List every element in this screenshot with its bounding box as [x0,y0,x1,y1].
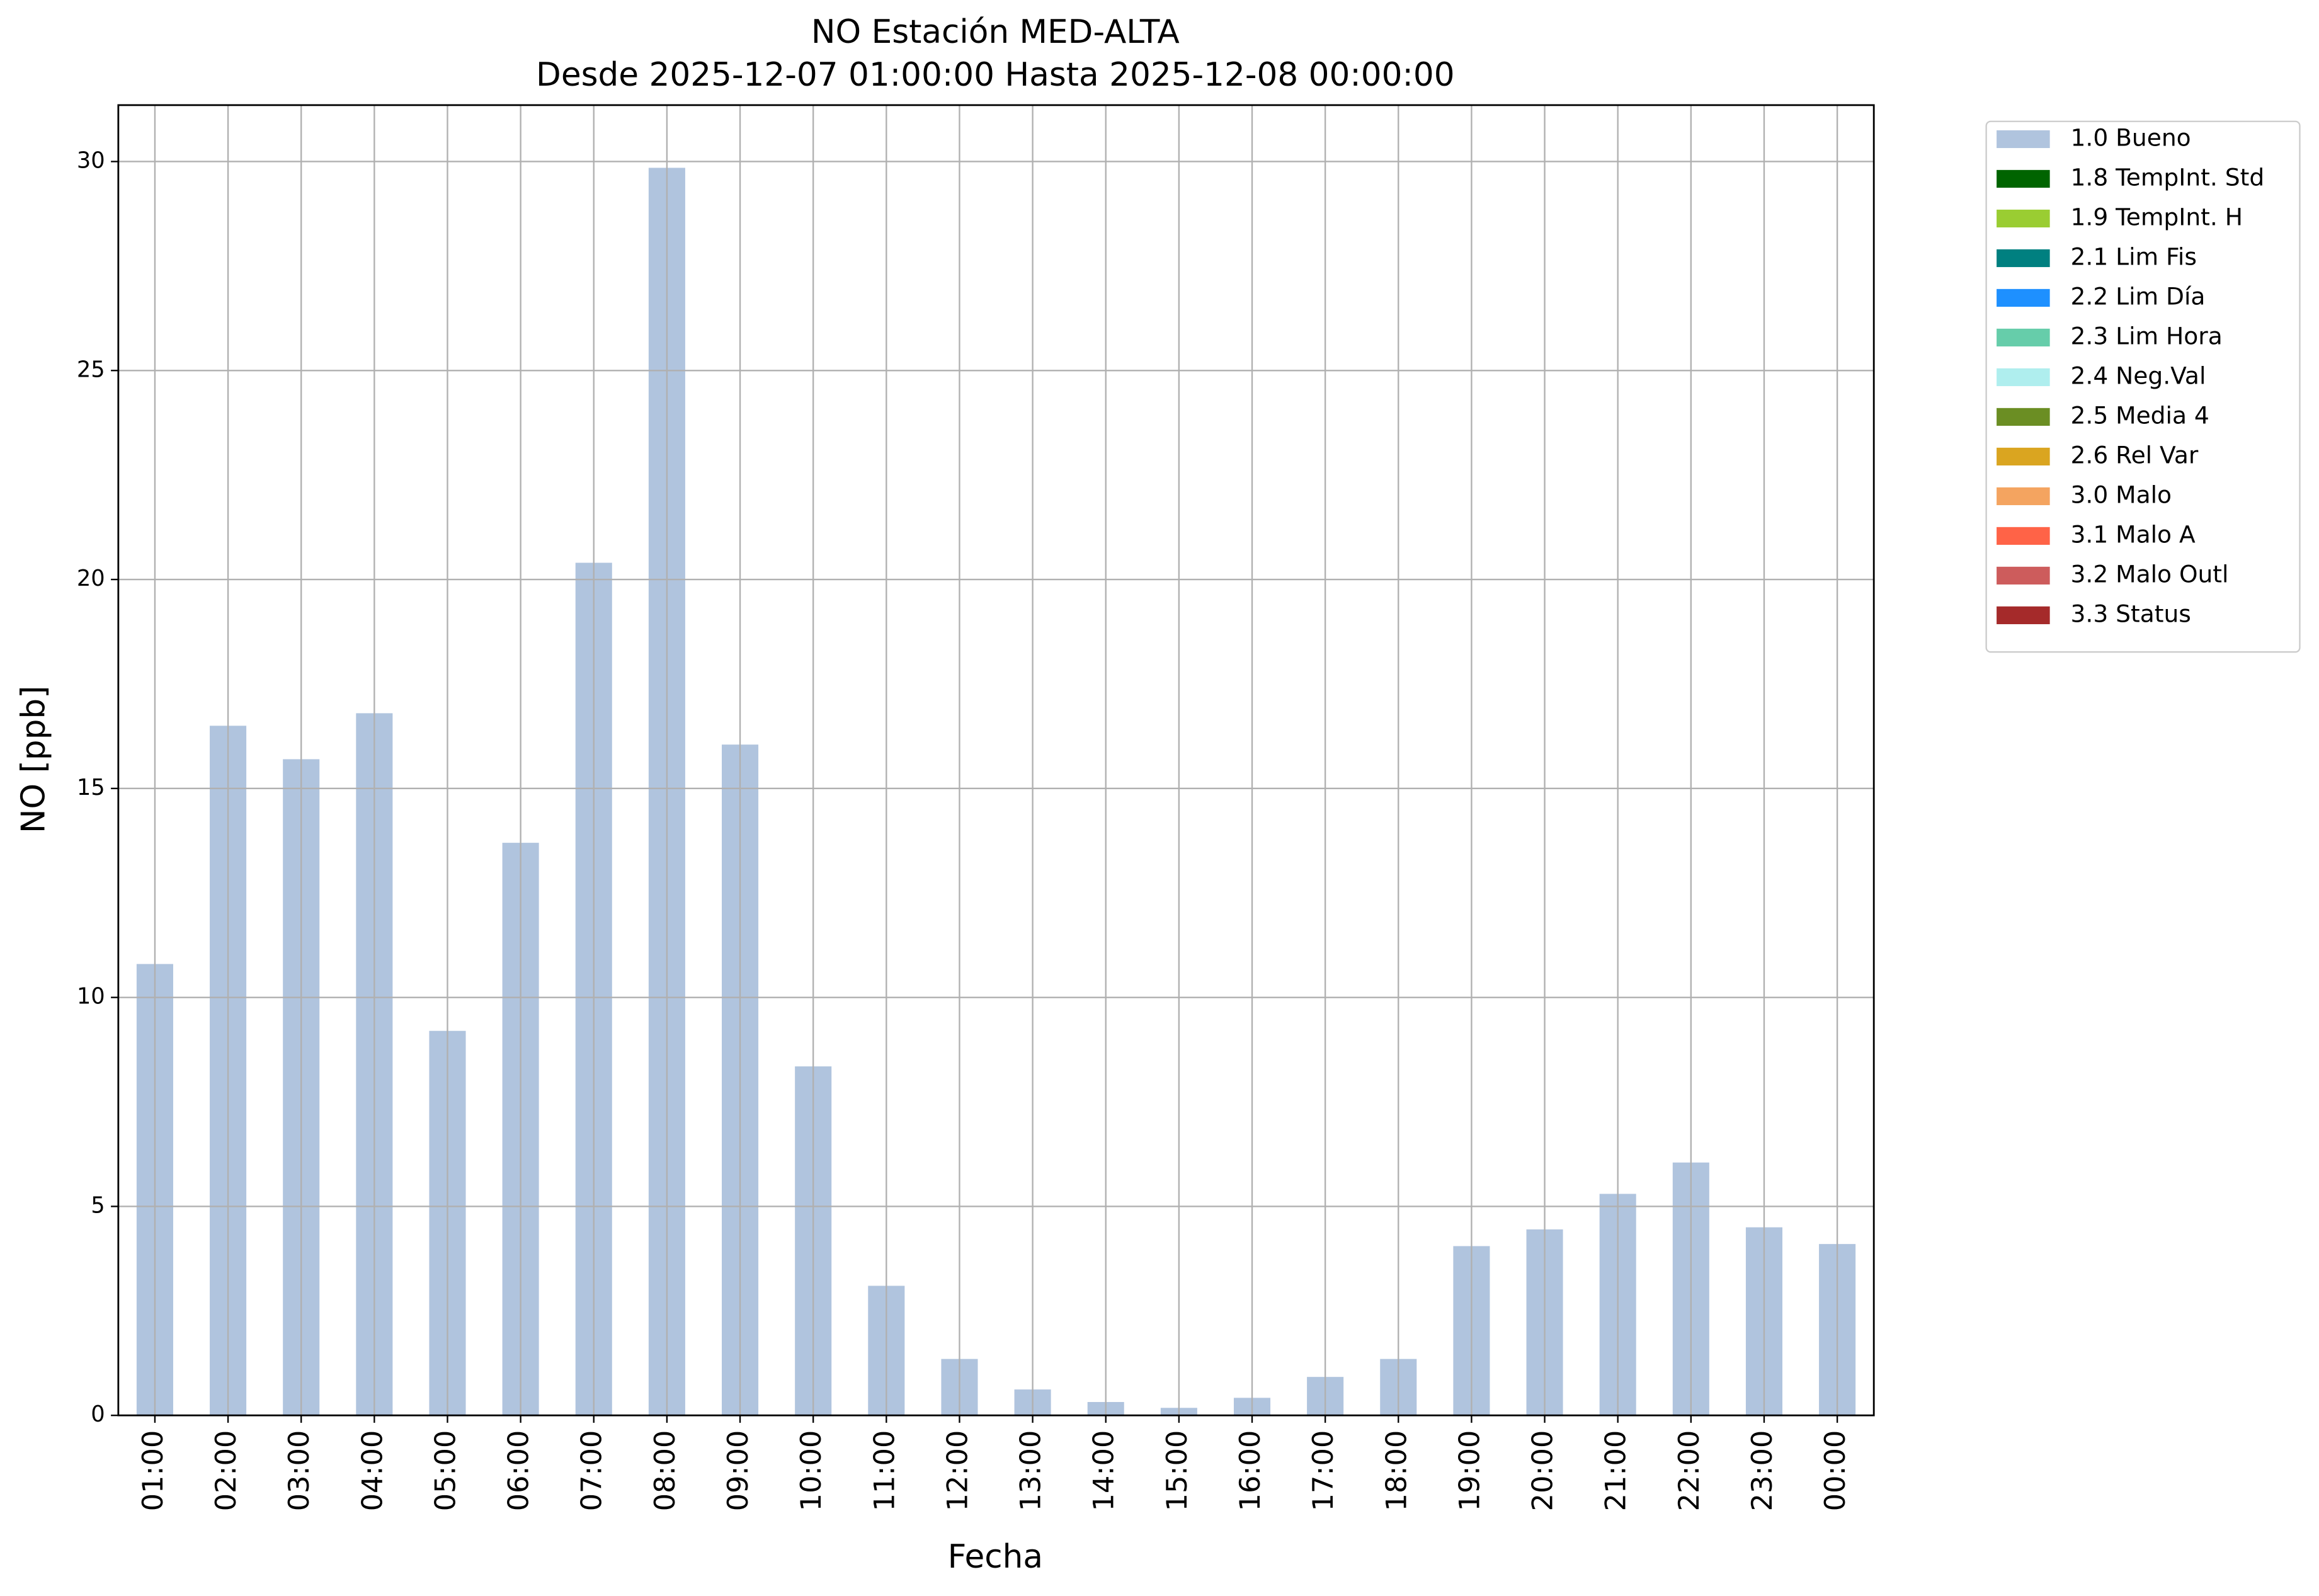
legend-label: 2.5 Media 4 [2071,401,2209,429]
y-tick-label: 0 [91,1401,105,1427]
x-tick-label: 07:00 [576,1430,608,1512]
x-tick-label: 21:00 [1600,1430,1632,1512]
legend-label: 3.1 Malo A [2071,520,2196,548]
x-tick-label: 17:00 [1307,1430,1340,1512]
x-tick-label: 05:00 [429,1430,462,1512]
chart-title: NO Estación MED-ALTA [811,13,1180,51]
legend-label: 2.4 Neg.Val [2071,362,2206,389]
y-tick-label: 20 [77,566,105,591]
x-tick-label: 15:00 [1161,1430,1194,1512]
plot-frame [117,104,1875,1416]
legend-swatch [1997,328,2050,347]
x-tick-label: 19:00 [1453,1430,1486,1512]
x-tick-label: 01:00 [137,1430,169,1512]
legend-swatch [1997,288,2050,307]
legend-label: 1.0 Bueno [2071,123,2191,151]
y-axis-label: NO [ppb] [14,686,52,834]
legend-swatch [1997,447,2050,466]
x-tick-label: 13:00 [1015,1430,1047,1512]
x-tick-label: 00:00 [1819,1430,1852,1512]
legend-label: 3.2 Malo Outl [2071,560,2229,588]
x-tick-label: 14:00 [1088,1430,1120,1512]
x-tick-label: 03:00 [283,1430,316,1512]
x-tick-label: 10:00 [795,1430,828,1512]
x-tick-label: 16:00 [1234,1430,1267,1512]
x-tick-label: 12:00 [941,1430,974,1512]
chart-subtitle: Desde 2025-12-07 01:00:00 Hasta 2025-12-… [536,56,1455,94]
legend-swatch [1997,487,2050,506]
x-tick-label: 20:00 [1527,1430,1559,1512]
legend-swatch [1997,527,2050,545]
legend-label: 2.6 Rel Var [2071,441,2199,469]
legend-label: 3.0 Malo [2071,481,2172,508]
legend-swatch [1997,249,2050,268]
x-tick-label: 02:00 [210,1430,242,1512]
x-tick-label: 08:00 [649,1430,681,1512]
legend-label: 2.2 Lim Día [2071,282,2206,310]
x-tick-label: 22:00 [1673,1430,1706,1512]
legend-label: 1.8 TempInt. Std [2071,163,2265,191]
legend-label: 1.9 TempInt. H [2071,203,2243,231]
x-tick-label: 23:00 [1746,1430,1779,1512]
y-tick-label: 25 [77,356,105,382]
legend-swatch [1997,368,2050,387]
y-tick-label: 30 [77,147,105,173]
legend-swatch [1997,606,2050,625]
legend-swatch [1997,408,2050,426]
legend-label: 3.3 Status [2071,600,2191,627]
y-tick-label: 15 [77,775,105,801]
y-tick-label: 10 [77,984,105,1010]
legend-label: 2.1 Lim Fis [2071,242,2197,270]
y-tick-label: 5 [91,1192,105,1218]
legend-box [1985,120,2301,653]
x-axis-label: Fecha [948,1538,1043,1576]
x-tick-label: 09:00 [722,1430,755,1512]
x-tick-label: 18:00 [1380,1430,1413,1512]
x-tick-label: 04:00 [356,1430,389,1512]
x-tick-label: 06:00 [503,1430,535,1512]
legend-swatch [1997,566,2050,585]
legend-swatch [1997,130,2050,149]
legend-label: 2.3 Lim Hora [2071,322,2223,350]
legend-swatch [1997,209,2050,228]
x-tick-label: 11:00 [868,1430,901,1512]
legend-swatch [1997,169,2050,188]
